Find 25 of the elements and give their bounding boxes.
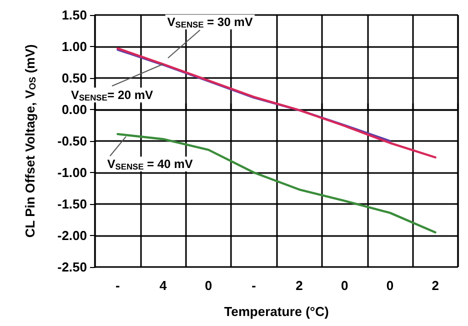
- line-series: [116, 132, 436, 234]
- y-axis-title: CL Pin Offset Voltage, VOS (mV): [22, 44, 38, 238]
- x-axis-title: Temperature (°C): [224, 304, 329, 319]
- x-tick-label: -: [252, 278, 256, 293]
- line-series: [116, 47, 436, 158]
- x-tick-label: 0: [340, 278, 348, 293]
- y-tick-label: 1.50: [62, 8, 87, 22]
- y-tick-label: 0.00: [62, 102, 87, 117]
- y-tick-label: 0.50: [62, 70, 87, 86]
- y-tick-label: -1.00: [57, 165, 87, 180]
- y-tick-label: -1.50: [57, 196, 87, 212]
- x-tick-label: 0: [204, 278, 212, 293]
- x-tick-label: 2: [432, 278, 439, 293]
- y-tick-label: -2.00: [57, 228, 87, 243]
- x-tick-label: 0: [386, 278, 394, 293]
- y-tick-label: -0.50: [57, 134, 87, 148]
- line-series: [116, 48, 392, 142]
- x-tick-label: -: [116, 278, 120, 293]
- x-tick-label: 4: [159, 278, 168, 293]
- y-tick-label: 1.00: [62, 39, 87, 54]
- annotation: VSENSE= 20 mV: [70, 88, 154, 102]
- y-tick-label: -2.50: [57, 260, 87, 274]
- annotation: VSENSE = 40 mV: [107, 157, 193, 172]
- x-tick-label: 2: [296, 278, 303, 293]
- annotation: VSENSE = 30 mV: [167, 15, 253, 30]
